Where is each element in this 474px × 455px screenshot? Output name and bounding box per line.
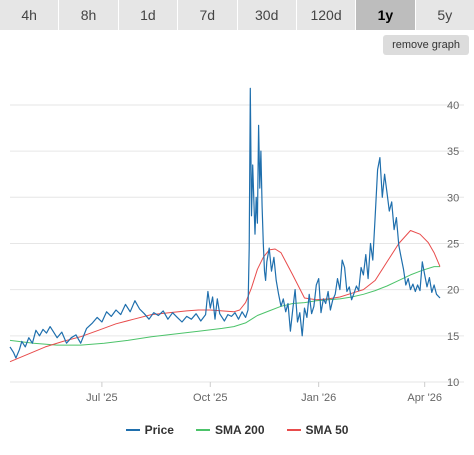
remove-graph-button[interactable]: remove graph xyxy=(383,35,469,55)
x-tick-label: Oct '25 xyxy=(193,392,228,404)
y-tick-label: 10 xyxy=(447,377,459,389)
timeframe-tabs: 4h 8h 1d 7d 30d 120d 1y 5y xyxy=(0,0,474,30)
price-chart: 10 15 20 25 30 35 40 Jul '25 Oct '25 Jan '26 Apr '… xyxy=(9,87,464,404)
legend-swatch-sma-200 xyxy=(195,429,210,431)
tab-5y[interactable]: 5y xyxy=(415,0,474,30)
tab-1d[interactable]: 1d xyxy=(118,0,179,30)
legend-swatch-sma-50 xyxy=(286,429,301,431)
x-tick-label: Apr '26 xyxy=(407,392,442,404)
y-tick-label: 25 xyxy=(447,238,459,250)
sma-50-series-line xyxy=(9,230,441,363)
tab-120d[interactable]: 120d xyxy=(296,0,357,30)
legend-label-sma-50: SMA 50 xyxy=(305,423,349,437)
legend-swatch-price xyxy=(125,429,140,431)
tab-8h[interactable]: 8h xyxy=(59,0,119,30)
tab-7d[interactable]: 7d xyxy=(178,0,238,30)
tab-30d[interactable]: 30d xyxy=(237,0,297,30)
x-tick-label: Jul '25 xyxy=(86,392,117,404)
legend-item-price[interactable]: Price xyxy=(125,423,174,437)
tab-1y[interactable]: 1y xyxy=(356,0,416,30)
y-tick-label: 30 xyxy=(447,192,459,204)
x-tick-label: Jan '26 xyxy=(301,392,336,404)
legend-item-sma-200[interactable]: SMA 200 xyxy=(195,423,265,437)
y-tick-label: 40 xyxy=(447,100,459,112)
legend-label-price: Price xyxy=(144,423,174,437)
y-tick-label: 35 xyxy=(447,146,459,158)
tab-4h[interactable]: 4h xyxy=(0,0,60,30)
chart-legend: Price SMA 200 SMA 50 xyxy=(0,421,474,439)
price-series-line xyxy=(9,87,441,359)
y-tick-label: 15 xyxy=(447,331,459,343)
legend-label-sma-200: SMA 200 xyxy=(214,423,265,437)
y-tick-label: 20 xyxy=(447,285,459,297)
legend-item-sma-50[interactable]: SMA 50 xyxy=(286,423,349,437)
sma-200-series-line xyxy=(9,266,440,346)
